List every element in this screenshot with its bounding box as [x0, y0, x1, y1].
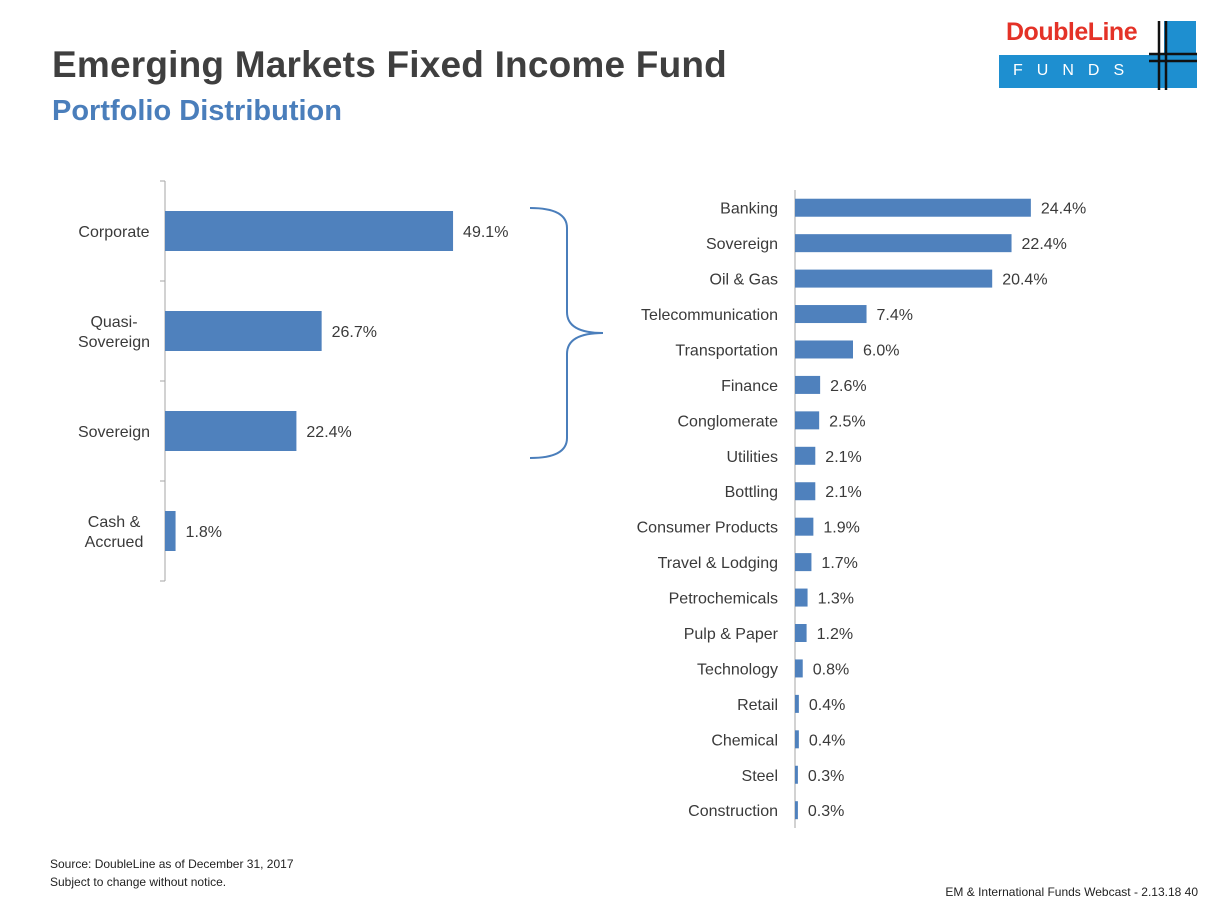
industry-bar [795, 269, 993, 288]
industry-category-label: Bottling [725, 484, 778, 501]
industry-value-label: 0.3% [808, 803, 844, 820]
industry-value-label: 20.4% [1002, 272, 1047, 289]
industry-category-label: Transportation [675, 342, 778, 359]
industry-bar [795, 694, 799, 713]
industry-bar [795, 340, 853, 359]
asset-class-value-label: 49.1% [463, 224, 508, 241]
industry-value-label: 7.4% [877, 307, 913, 324]
industry-category-label: Pulp & Paper [684, 626, 779, 643]
industry-value-label: 6.0% [863, 342, 899, 359]
page-subtitle: Portfolio Distribution [52, 95, 342, 127]
industry-bar [795, 305, 867, 324]
industry-value-label: 22.4% [1022, 236, 1067, 253]
asset-class-category-label: Accrued [85, 534, 144, 551]
industry-bar [795, 730, 799, 749]
industry-category-label: Conglomerate [678, 413, 779, 430]
asset-class-bar [165, 511, 176, 551]
industry-bar [795, 553, 812, 572]
logo-funds-text: FUNDS [1013, 62, 1139, 79]
source-line: Source: DoubleLine as of December 31, 20… [50, 857, 294, 871]
industry-bar [795, 482, 816, 501]
industry-bar [795, 765, 798, 784]
asset-class-bar [165, 311, 322, 351]
industry-value-label: 2.1% [825, 484, 861, 501]
industry-category-label: Oil & Gas [710, 272, 778, 289]
asset-class-category-label: Sovereign [78, 424, 150, 441]
industry-bar [795, 624, 807, 642]
asset-class-category-label: Corporate [78, 224, 149, 241]
industry-value-label: 0.8% [813, 661, 849, 678]
asset-class-chart: 49.1% Corporate 26.7% Quasi- Sovereign 22.4% S… [78, 180, 508, 582]
industry-category-label: Petrochemicals [669, 591, 778, 608]
industry-category-label: Consumer Products [637, 520, 778, 537]
industry-category-label: Banking [720, 201, 778, 218]
asset-class-bar [165, 211, 454, 251]
asset-class-category-label: Quasi- [90, 314, 137, 331]
industry-category-label: Retail [737, 697, 778, 714]
industry-category-label: Telecommunication [641, 307, 778, 324]
industry-value-label: 2.6% [830, 378, 866, 395]
industry-bar [795, 517, 814, 536]
industry-bar [795, 234, 1012, 253]
source-note: Source: DoubleLine as of December 31, 20… [50, 855, 294, 891]
webcast-footer: EM & International Funds Webcast - 2.13.… [945, 885, 1198, 899]
industry-value-label: 0.3% [808, 768, 844, 785]
grouping-brace [529, 207, 604, 459]
industry-category-label: Finance [721, 378, 778, 395]
industry-bar [795, 446, 816, 465]
industry-category-label: Utilities [726, 449, 778, 466]
industry-category-label: Technology [697, 661, 778, 678]
industry-value-label: 1.9% [823, 520, 859, 537]
industry-bar [795, 801, 798, 820]
industry-value-label: 24.4% [1041, 201, 1086, 218]
disclaimer-line: Subject to change without notice. [50, 875, 227, 889]
industry-value-label: 1.3% [818, 591, 854, 608]
asset-class-bar [165, 411, 297, 451]
industry-value-label: 1.2% [817, 626, 853, 643]
industry-category-label: Travel & Lodging [658, 555, 778, 572]
industry-value-label: 0.4% [809, 732, 845, 749]
industry-value-label: 2.1% [825, 449, 861, 466]
industry-bar [795, 659, 803, 678]
asset-class-category-label: Cash & [88, 514, 141, 531]
logo-wordmark: DoubleLine [1006, 18, 1138, 46]
industry-bar [795, 411, 820, 430]
asset-class-category-label: Sovereign [78, 334, 150, 351]
doubleline-logo: DoubleLine FUNDS [999, 18, 1199, 90]
asset-class-value-label: 22.4% [306, 424, 351, 441]
industry-bar [795, 588, 808, 607]
asset-class-value-label: 1.8% [186, 524, 222, 541]
asset-class-value-label: 26.7% [332, 324, 377, 341]
page-title: Emerging Markets Fixed Income Fund [52, 44, 727, 85]
industry-category-label: Steel [742, 768, 778, 785]
industry-category-label: Construction [688, 803, 778, 820]
industry-value-label: 2.5% [829, 413, 865, 430]
industry-value-label: 1.7% [821, 555, 857, 572]
industry-value-label: 0.4% [809, 697, 845, 714]
industry-bar [795, 198, 1031, 217]
industry-chart: 24.4% Banking 22.4% Sovereign 20.4% Oil & Gas… [637, 190, 1086, 828]
industry-bar [795, 375, 821, 394]
industry-category-label: Chemical [711, 732, 778, 749]
industry-category-label: Sovereign [706, 236, 778, 253]
logo-grid-mark [1149, 21, 1197, 90]
